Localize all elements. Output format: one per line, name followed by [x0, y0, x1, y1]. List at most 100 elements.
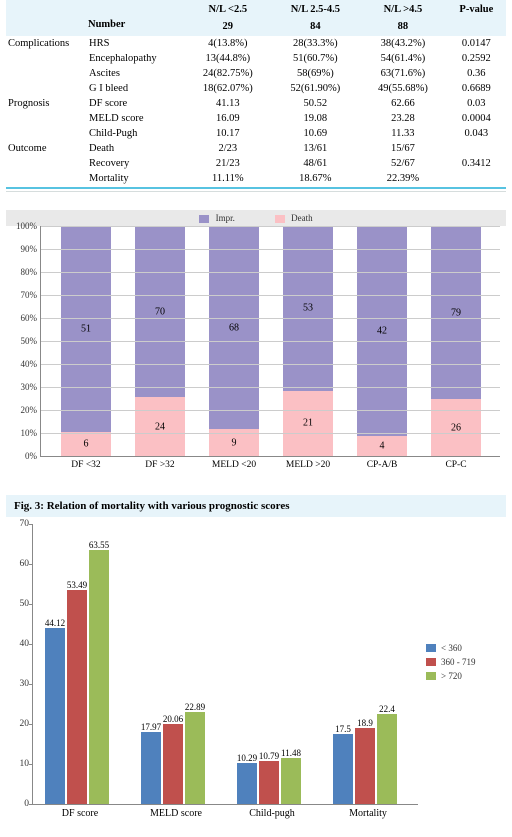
chartA-segment-impr: 68 [209, 226, 259, 429]
col-header-2-n: 88 [359, 21, 447, 36]
cell: 28(33.3%) [272, 36, 360, 51]
chartA-value-impr: 42 [357, 326, 407, 337]
chartB-bar: 53.49 [67, 590, 87, 804]
chartA-value-impr: 79 [431, 307, 481, 318]
group-label: Complications [6, 36, 87, 96]
chartA-segment-death: 26 [431, 399, 481, 456]
chartA-segment-impr: 42 [357, 226, 407, 436]
cell: 0.6689 [447, 81, 506, 96]
group-label: Prognosis [6, 96, 87, 141]
chartB-bar: 18.9 [355, 728, 375, 804]
chartB-ytick-mark [29, 524, 33, 525]
chartB-ytick-mark [29, 804, 33, 805]
chartA-ytick: 20% [7, 405, 37, 415]
legend-impr: Impr. [199, 213, 235, 223]
chartB-plot-area: 01020304050607044.1253.4963.55DF score17… [32, 524, 418, 805]
cell: 0.0147 [447, 36, 506, 51]
chartB-xlabel: MELD score [131, 808, 221, 819]
chartA-value-death: 24 [135, 421, 185, 432]
chartA-ytick: 80% [7, 267, 37, 277]
table-separator [6, 187, 506, 189]
nl-ratio-table: Number N/L <2.5 N/L 2.5-4.5 N/L >4.5 P-v… [6, 0, 506, 186]
row-label: Mortality [87, 171, 184, 186]
chartA-value-death: 6 [61, 438, 111, 449]
cell: 11.11% [184, 171, 272, 186]
chartB-bar-value: 53.49 [62, 580, 92, 590]
legend-swatch [426, 672, 436, 680]
chartA-segment-death: 6 [61, 432, 111, 456]
chartB-ytick-mark [29, 684, 33, 685]
cell: 0.0004 [447, 111, 506, 126]
chartA-gridline [41, 387, 500, 388]
chartB-bar: 44.12 [45, 628, 65, 804]
legend-swatch-impr [199, 215, 209, 223]
chartB-ytick: 40 [9, 639, 29, 649]
cell: 15/67 [359, 141, 447, 156]
cell: 0.2592 [447, 51, 506, 66]
chartA-gridline [41, 364, 500, 365]
chartA-segment-impr: 79 [431, 226, 481, 399]
chartA-gridline [41, 410, 500, 411]
chartA-xlabel: MELD <20 [199, 460, 269, 470]
cell: 52/67 [359, 156, 447, 171]
chartB-ytick: 60 [9, 559, 29, 569]
chartB-ytick: 10 [9, 759, 29, 769]
row-label: Ascites [87, 66, 184, 81]
row-label: HRS [87, 36, 184, 51]
chartB-group: 44.1253.4963.55 [45, 524, 115, 804]
chartA-xlabel: CP-A/B [347, 460, 417, 470]
chartB-bar-value: 20.06 [158, 714, 188, 724]
chartB-group: 10.2910.7911.48 [237, 524, 307, 804]
chartA-segment-impr: 53 [283, 226, 333, 391]
col-header-1-title: N/L 2.5-4.5 [272, 0, 360, 21]
chartA-ytick: 90% [7, 244, 37, 254]
stacked-mortality-chart: Impr. Death 651247096821534422679 0%10%2… [6, 210, 506, 478]
chartA-gridline [41, 295, 500, 296]
chartB-bar: 20.06 [163, 724, 183, 804]
legend-swatch [426, 644, 436, 652]
cell: 41.13 [184, 96, 272, 111]
chartB-bar: 11.48 [281, 758, 301, 804]
row-label: Death [87, 141, 184, 156]
cell: 10.17 [184, 126, 272, 141]
chartA-segment-impr: 70 [135, 226, 185, 397]
cell: 51(60.7%) [272, 51, 360, 66]
cell: 13(44.8%) [184, 51, 272, 66]
chartA-xlabel: CP-C [421, 460, 491, 470]
chartA-value-impr: 70 [135, 306, 185, 317]
row-label: G I bleed [87, 81, 184, 96]
chartA-ytick: 100% [7, 221, 37, 231]
chartA-value-impr: 51 [61, 323, 111, 334]
legend-label-impr: Impr. [216, 213, 235, 223]
row-label: MELD score [87, 111, 184, 126]
col-header-0-title: N/L <2.5 [184, 0, 272, 21]
chartB-bar: 63.55 [89, 550, 109, 804]
chartB-bar: 22.4 [377, 714, 397, 804]
chartB-ytick: 50 [9, 599, 29, 609]
chartB-ytick-mark [29, 644, 33, 645]
chartA-legend: Impr. Death [6, 210, 506, 226]
chartA-segment-death: 21 [283, 391, 333, 456]
cell: 54(61.4%) [359, 51, 447, 66]
chartA-ytick: 60% [7, 313, 37, 323]
cell: 11.33 [359, 126, 447, 141]
chartB-xlabel: Mortality [323, 808, 413, 819]
cell: 0.03 [447, 96, 506, 111]
row-label: Child-Pugh [87, 126, 184, 141]
cell: 16.09 [184, 111, 272, 126]
chartB-group: 17.518.922.4 [333, 524, 403, 804]
chartB-bar-value: 22.89 [180, 702, 210, 712]
chartB-ytick-mark [29, 564, 33, 565]
chartA-value-death: 26 [431, 422, 481, 433]
chartB-bar-value: 63.55 [84, 540, 114, 550]
chartB-bar: 10.29 [237, 763, 257, 804]
chartA-plot-area: 651247096821534422679 0%10%20%30%40%50%6… [40, 226, 500, 457]
chartB-bar: 10.79 [259, 761, 279, 804]
chartA-gridline [41, 272, 500, 273]
chartA-value-death: 9 [209, 437, 259, 448]
chartA-ytick: 0% [7, 451, 37, 461]
col-header-3-title: P-value [447, 0, 506, 21]
cell: 4(13.8%) [184, 36, 272, 51]
col-header-2-title: N/L >4.5 [359, 0, 447, 21]
chartA-value-death: 21 [283, 418, 333, 429]
